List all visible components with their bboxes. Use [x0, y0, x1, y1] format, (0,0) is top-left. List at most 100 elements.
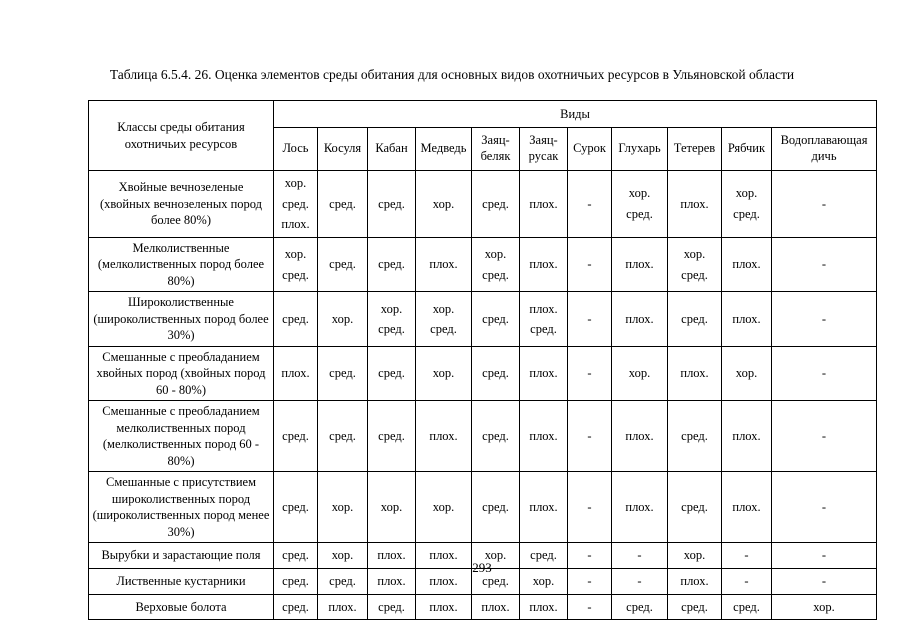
rating-cell: хор.	[415, 170, 472, 238]
rating-cell: -	[567, 236, 612, 293]
table-row: Смешанные с преобладанием хвойных пород …	[88, 345, 878, 402]
habitat-class-cell: Мелколиственные (мелколиственных пород б…	[88, 236, 274, 293]
rating-cell: сред.	[519, 542, 568, 569]
table-row: Смешанные с преобладанием мелколиственны…	[88, 400, 878, 473]
table-row: Мелколиственные (мелколиственных пород б…	[88, 236, 878, 293]
table-row: Хвойные вечнозеленые (хвойных вечнозелен…	[88, 170, 878, 238]
rating-cell: сред.	[273, 568, 318, 595]
rating-cell: плох.	[471, 593, 520, 621]
rating-cell: -	[567, 471, 612, 544]
species-column-header: Сурок	[567, 127, 612, 171]
table-row: Верховые болота сред. плох. сред. плох. плох.…	[88, 593, 878, 621]
habitat-class-cell: Хвойные вечнозеленые (хвойных вечнозелен…	[88, 170, 274, 238]
species-group-header: Виды	[272, 100, 878, 128]
rating-cell: плох.	[519, 236, 568, 293]
rating-cell: хор.	[367, 471, 416, 544]
rating-cell: плох.	[611, 471, 668, 544]
rating-cell: -	[770, 291, 878, 347]
rating-cell: сред.	[471, 345, 520, 402]
rating-cell: сред.	[611, 593, 668, 621]
rating-cell: плох.	[721, 236, 772, 293]
rating-cell: плох.	[415, 542, 472, 569]
rating-cell: плох.	[519, 471, 568, 544]
rating-cell: сред.	[367, 236, 416, 293]
species-column-header: Лось	[273, 127, 318, 171]
rating-cell: хор. сред.	[415, 291, 472, 347]
rating-cell: сред.	[317, 170, 368, 238]
rating-cell: плох.	[611, 291, 668, 347]
rating-cell: плох. сред.	[519, 291, 568, 347]
species-header-row: Лось Косуля Кабан Медведь Заяц-беляк Заяц-рус…	[89, 127, 878, 171]
habitat-class-cell: Вырубки и зарастающие поля	[88, 542, 274, 569]
rating-cell: сред.	[667, 400, 722, 473]
habitat-class-cell: Смешанные с преобладанием мелколиственны…	[88, 400, 274, 473]
species-column-header: Рябчик	[721, 127, 772, 171]
rating-cell: плох.	[519, 170, 568, 238]
rating-cell: сред.	[721, 593, 772, 621]
rating-cell: плох.	[367, 568, 416, 595]
rating-cell: сред.	[667, 471, 722, 544]
rating-cell: сред.	[273, 400, 318, 473]
rating-cell: хор.	[611, 345, 668, 402]
rating-cell: сред.	[471, 400, 520, 473]
rating-cell: плох.	[317, 593, 368, 621]
table-row: Смешанные с присутствием широколиственны…	[88, 471, 878, 544]
rating-cell: хор.	[471, 542, 520, 569]
rating-cell: хор.	[721, 345, 772, 402]
rating-cell: плох.	[721, 291, 772, 347]
rating-cell: хор.	[317, 471, 368, 544]
rating-cell: -	[770, 471, 878, 544]
rating-cell: плох.	[519, 400, 568, 473]
rating-cell: хор. сред. плох.	[273, 170, 318, 238]
rating-cell: хор. сред.	[667, 236, 722, 293]
rating-cell: хор.	[317, 291, 368, 347]
rating-cell: -	[770, 236, 878, 293]
page-number: 293	[472, 560, 492, 575]
rating-cell: -	[770, 568, 878, 595]
rating-cell: плох.	[273, 345, 318, 402]
rating-cell: -	[770, 345, 878, 402]
group-header-row: Классы среды обитания охотничьих ресурсо…	[88, 100, 878, 171]
species-column-header: Глухарь	[611, 127, 668, 171]
rating-cell: сред.	[273, 291, 318, 347]
rating-cell: сред.	[273, 542, 318, 569]
rating-cell: -	[567, 291, 612, 347]
habitat-class-cell: Верховые болота	[88, 593, 274, 621]
species-column-header: Кабан	[367, 127, 416, 171]
species-column-header: Тетерев	[667, 127, 722, 171]
rating-cell: сред.	[273, 593, 318, 621]
species-column-header: Медведь	[415, 127, 472, 171]
rating-cell: сред.	[317, 568, 368, 595]
rating-cell: хор. сред.	[471, 236, 520, 293]
rating-cell: плох.	[519, 593, 568, 621]
species-column-header: Заяц-беляк	[471, 127, 520, 171]
rating-cell: сред.	[317, 345, 368, 402]
rating-cell: сред.	[317, 400, 368, 473]
rating-cell: плох.	[721, 400, 772, 473]
habitat-class-cell: Широколиственные (широколиственных пород…	[88, 291, 274, 347]
page-title: Таблица 6.5.4. 26. Оценка элементов сред…	[109, 67, 795, 82]
corner-header-cell: Классы среды обитания охотничьих ресурсо…	[88, 100, 274, 171]
rating-cell: сред.	[367, 400, 416, 473]
rating-cell: сред.	[471, 291, 520, 347]
rating-cell: сред.	[273, 471, 318, 544]
rating-cell: -	[567, 400, 612, 473]
rating-cell: плох.	[611, 236, 668, 293]
rating-cell: плох.	[667, 345, 722, 402]
rating-cell: хор.	[415, 471, 472, 544]
table-header: Классы среды обитания охотничьих ресурсо…	[88, 100, 878, 171]
rating-cell: плох.	[721, 471, 772, 544]
rating-cell: сред.	[471, 471, 520, 544]
rating-cell: сред.	[367, 593, 416, 621]
rating-cell: хор. сред.	[721, 170, 772, 238]
rating-cell: -	[611, 568, 668, 595]
table-body: Хвойные вечнозеленые (хвойных вечнозелен…	[88, 170, 878, 621]
rating-cell: сред.	[667, 593, 722, 621]
rating-cell: плох.	[367, 542, 416, 569]
rating-cell: сред.	[367, 170, 416, 238]
rating-cell: хор.	[770, 593, 878, 621]
rating-cell: хор. сред.	[367, 291, 416, 347]
rating-cell: -	[567, 345, 612, 402]
rating-cell: плох.	[611, 400, 668, 473]
